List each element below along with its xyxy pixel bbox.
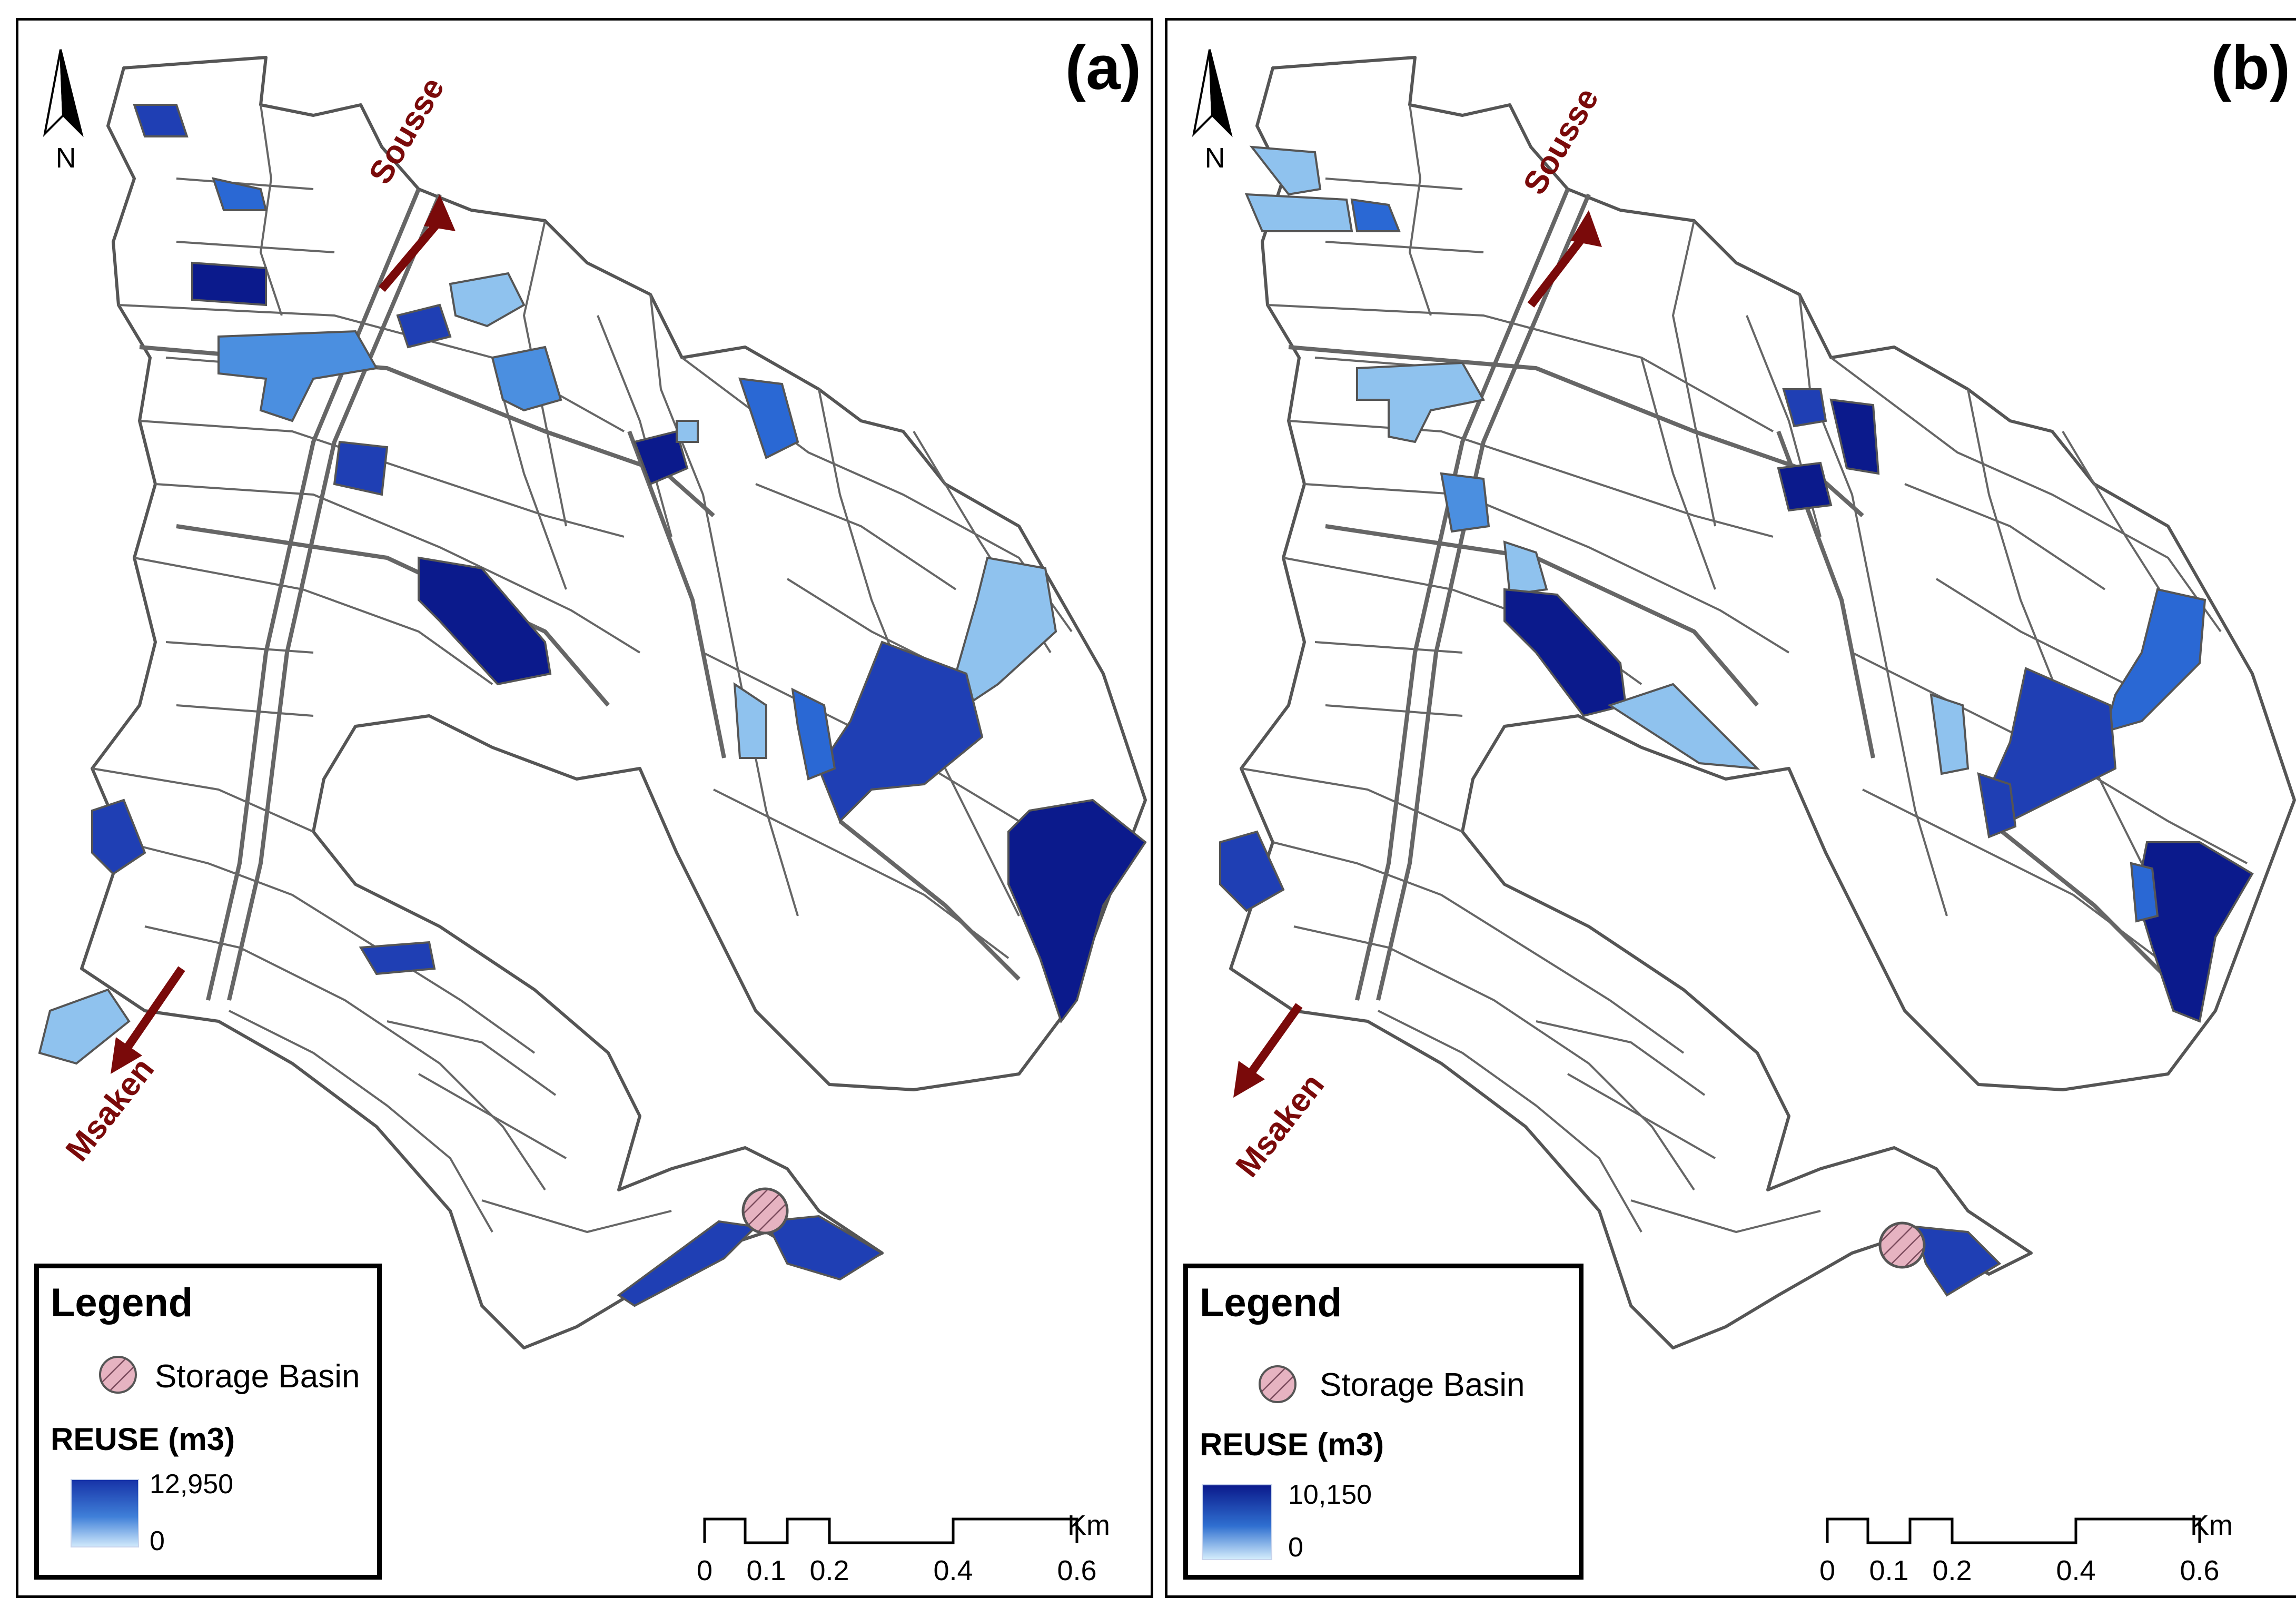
parcel-dark: [1782, 388, 1827, 428]
reuse-title: REUSE (m3): [1200, 1427, 1384, 1462]
parcel-dark: [333, 440, 389, 496]
scale-tick: 0.1: [1869, 1555, 1909, 1586]
legend-box: Legend Storage Basin REUSE (m3) 12,950 0: [34, 1264, 382, 1580]
scale-tick: 0: [696, 1555, 713, 1586]
scale-bar: 0 0.1 0.2 0.4 0.6 Km: [697, 1510, 1110, 1595]
parcel-very-dark: [1503, 588, 1627, 717]
parcel-very-dark: [1777, 461, 1833, 512]
parcel-dark: [1977, 772, 2017, 839]
parcel-very-dark: [633, 430, 689, 486]
parcel-pale: [954, 556, 1057, 707]
parcel-light: [1440, 472, 1490, 533]
legend-title: Legend: [1200, 1280, 1342, 1325]
parcel-pale: [1356, 361, 1486, 443]
msaken-label: Msaken: [59, 1051, 161, 1168]
scale-tick: 0.4: [2056, 1555, 2096, 1586]
ramp-max-label: 10,150: [1288, 1480, 1372, 1510]
reuse-color-ramp: [71, 1479, 139, 1547]
reuse-title: REUSE (m3): [51, 1422, 235, 1457]
scale-tick: 0.2: [809, 1555, 849, 1586]
panel-label: (a): [1065, 33, 1141, 103]
map-panel-a: Sousse Msaken (a) N Legend Storage Basin…: [16, 18, 1153, 1598]
parcel-pale: [38, 988, 131, 1065]
parcel-pale: [449, 272, 526, 328]
storage-basin-icon: [1259, 1365, 1297, 1403]
parcel-dark: [1987, 667, 2117, 823]
scale-tick: 0.6: [2180, 1555, 2220, 1586]
north-arrow: N: [1183, 44, 1246, 174]
north-label: N: [55, 142, 76, 174]
parcel-medium: [738, 377, 799, 459]
ramp-max-label: 12,950: [150, 1469, 234, 1500]
parcel-dark: [764, 1215, 884, 1281]
scale-bar-graphic: [703, 1517, 1078, 1544]
ramp-min-label: 0: [1288, 1532, 1303, 1563]
parcel-map-b: Sousse Msaken: [1219, 56, 2296, 1349]
ramp-min-label: 0: [150, 1526, 165, 1556]
parcel-dark: [396, 303, 452, 349]
parcel-dark: [817, 640, 984, 823]
parcel-dark: [617, 1220, 758, 1307]
north-arrow-icon: [43, 49, 84, 137]
parcel-pale: [1244, 193, 1353, 232]
parcel-dark: [91, 798, 146, 875]
parcel-medium: [791, 687, 836, 781]
parcel-pale: [733, 682, 767, 759]
reuse-parcels: [1219, 145, 2254, 1297]
scale-tick: 0.4: [933, 1555, 973, 1586]
scale-bar: 0 0.1 0.2 0.4 0.6 Km: [1819, 1510, 2233, 1595]
parcel-very-dark: [1007, 798, 1147, 1024]
parcel-pale: [676, 420, 699, 443]
parcel-very-dark: [1829, 398, 1880, 475]
parcel-dark: [1914, 1225, 2002, 1297]
map-panel-b: Sousse Msaken (b) N Legend Storage Basin…: [1165, 18, 2296, 1598]
msaken-arrow: Msaken: [1229, 1003, 1331, 1184]
scale-tick: 0.1: [746, 1555, 786, 1586]
parcel-pale: [1929, 693, 1970, 775]
legend-title: Legend: [51, 1280, 193, 1325]
north-arrow-icon: [1192, 49, 1233, 137]
parcel-pale: [1607, 683, 1760, 770]
parcel-light: [491, 346, 562, 412]
parcel-very-dark: [191, 261, 267, 307]
storage-basin-marker: [741, 1187, 789, 1235]
parcel-medium: [211, 177, 268, 211]
reuse-parcels: [38, 104, 1147, 1307]
msaken-arrow: Msaken: [59, 966, 185, 1168]
scale-tick: 0.2: [1932, 1555, 1972, 1586]
scale-unit: Km: [2190, 1510, 2233, 1541]
storage-basin-icon: [99, 1356, 137, 1394]
parcel-dark: [1219, 830, 1285, 912]
study-area-outline: [1229, 56, 2296, 1349]
storage-basin-label: Storage Basin: [155, 1358, 360, 1395]
reuse-color-ramp: [1202, 1484, 1272, 1560]
storage-basin-marker: [1878, 1221, 1926, 1269]
panel-label: (b): [2211, 33, 2290, 103]
scale-bar-graphic: [1826, 1517, 2201, 1544]
parcel-light: [217, 330, 379, 422]
storage-basin-label: Storage Basin: [1320, 1367, 1525, 1403]
scale-tick: 0: [1819, 1555, 1836, 1586]
north-arrow: N: [34, 44, 97, 174]
parcel-dark: [359, 941, 436, 975]
parcel-pale: [1503, 540, 1548, 596]
parcel-map-a: Sousse Msaken: [38, 56, 1147, 1349]
north-label: N: [1204, 142, 1225, 174]
study-area-outline: [80, 56, 1147, 1349]
parcel-medium: [2103, 588, 2206, 733]
legend-box: Legend Storage Basin REUSE (m3) 10,150 0: [1183, 1264, 1584, 1580]
parcel-medium: [1350, 198, 1401, 232]
parcel-very-dark: [418, 556, 552, 686]
parcel-medium: [2130, 862, 2159, 923]
parcel-dark: [133, 104, 189, 137]
scale-tick: 0.6: [1057, 1555, 1097, 1586]
parcel-pale: [1249, 145, 1322, 196]
scale-unit: Km: [1067, 1510, 1110, 1541]
